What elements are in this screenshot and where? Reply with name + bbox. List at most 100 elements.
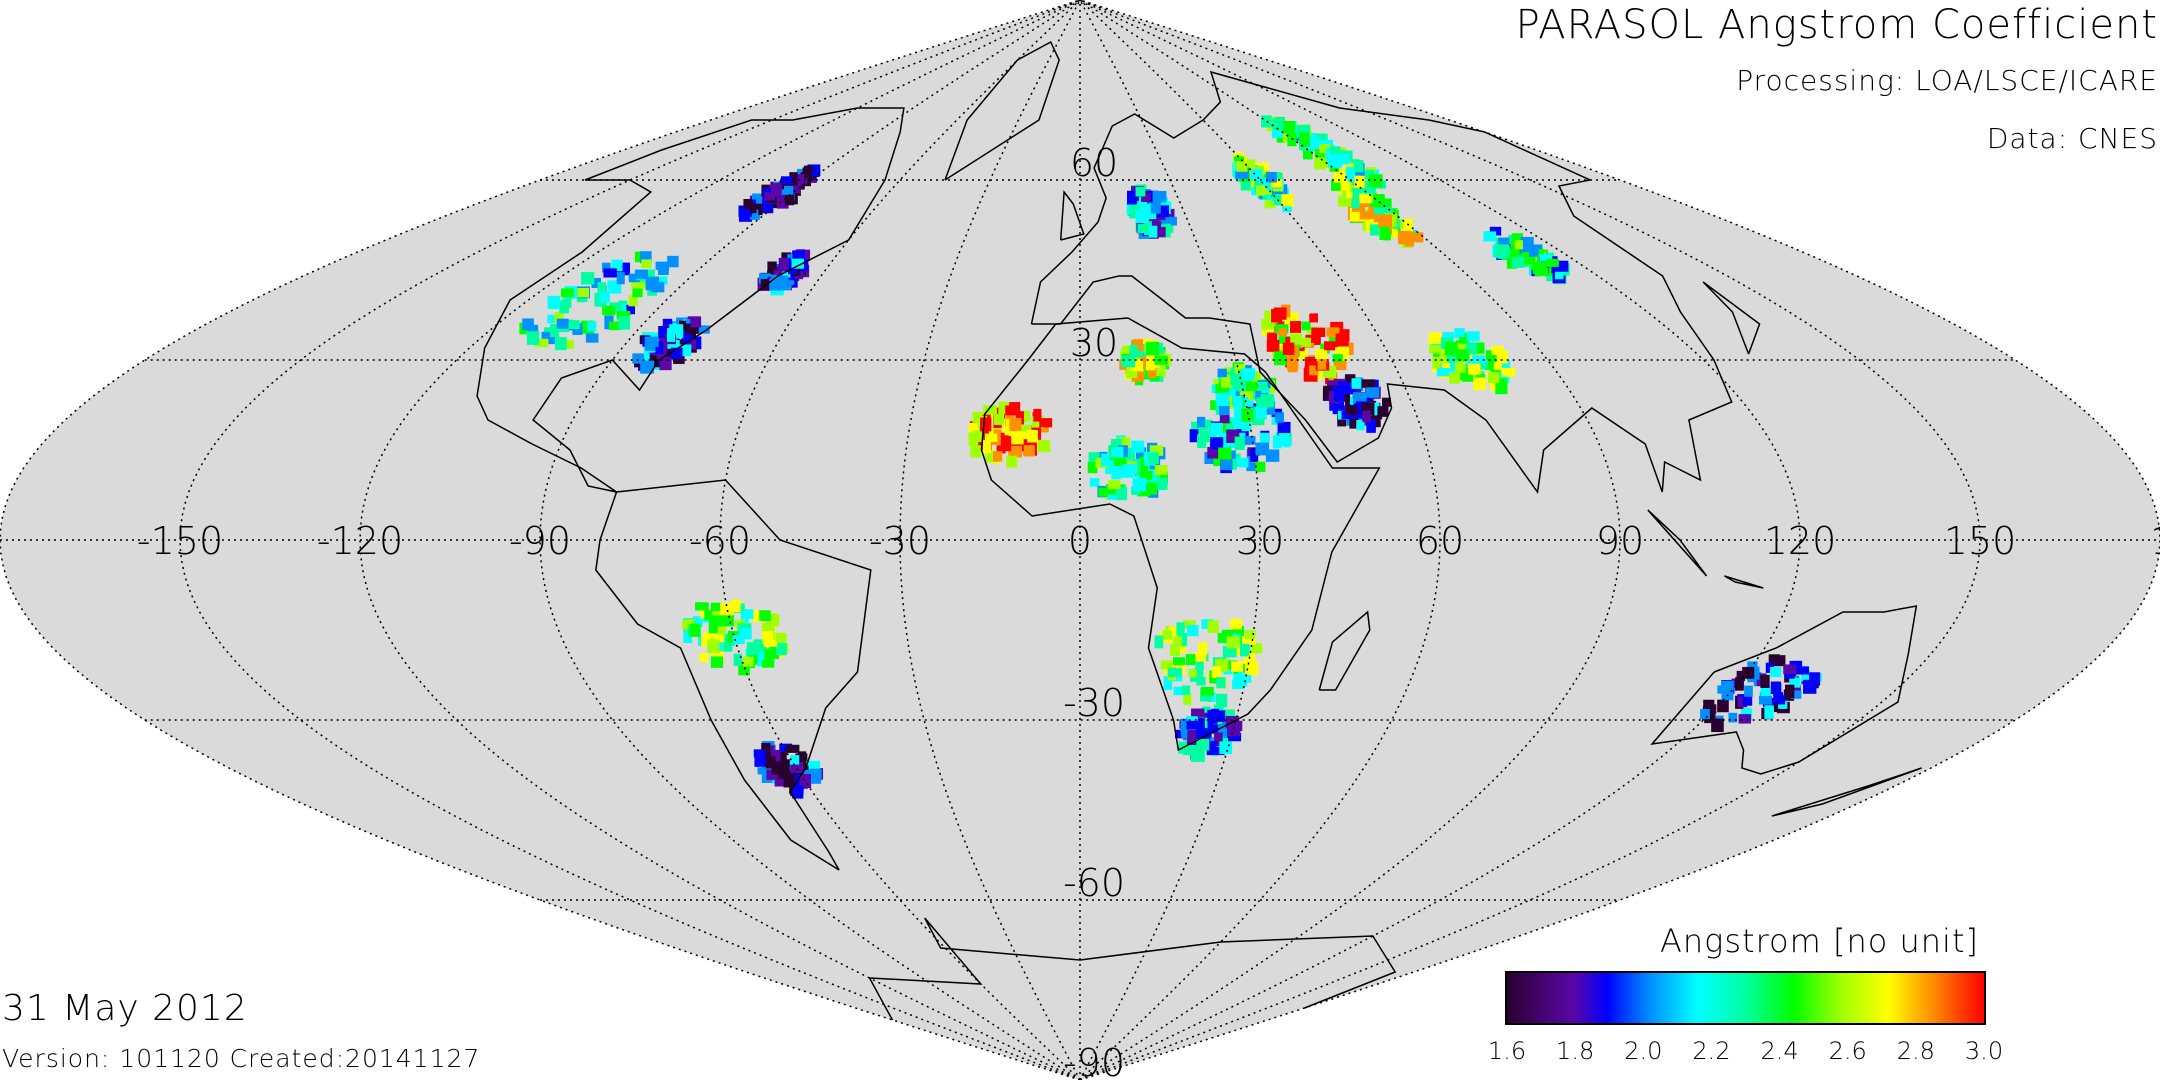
aerosol-data-pixel	[1261, 177, 1274, 191]
aerosol-data-pixel	[1487, 371, 1500, 384]
aerosol-data-pixel	[1252, 416, 1265, 426]
aerosol-data-pixel	[1758, 695, 1772, 705]
aerosol-data-pixel	[1208, 721, 1219, 734]
aerosol-data-pixel	[1278, 328, 1287, 337]
aerosol-data-pixel	[645, 276, 660, 291]
aerosol-data-pixel	[1195, 730, 1207, 741]
aerosol-data-pixel	[764, 648, 774, 659]
aerosol-data-pixel	[1346, 187, 1358, 198]
aerosol-data-pixel	[717, 626, 726, 635]
latitude-label: -30	[1063, 681, 1125, 725]
aerosol-data-pixel	[810, 773, 822, 784]
aerosol-data-pixel	[1738, 714, 1752, 724]
aerosol-data-pixel	[1156, 205, 1170, 218]
aerosol-data-pixel	[1333, 360, 1347, 371]
aerosol-data-pixel	[784, 185, 794, 195]
aerosol-data-pixel	[1459, 337, 1468, 348]
aerosol-data-pixel	[1261, 115, 1272, 128]
coastline	[476, 107, 905, 493]
aerosol-data-pixel	[794, 174, 808, 185]
aerosol-data-pixel	[1121, 355, 1136, 368]
aerosol-data-pixel	[1243, 381, 1258, 392]
aerosol-data-pixel	[1287, 360, 1298, 373]
aerosol-data-pixel	[1200, 431, 1212, 443]
aerosol-data-pixel	[1700, 709, 1710, 720]
aerosol-data-pixel	[1370, 224, 1380, 236]
aerosol-data-pixel	[1304, 356, 1319, 368]
aerosol-data-pixel	[1272, 435, 1282, 449]
aerosol-data-pixel	[1129, 345, 1139, 356]
aerosol-data-pixel	[1182, 744, 1197, 756]
aerosol-data-pixel	[1273, 193, 1282, 205]
aerosol-data-pixel	[783, 777, 796, 788]
aerosol-data-pixel	[1241, 408, 1253, 422]
aerosol-data-pixel	[1257, 381, 1268, 391]
aerosol-data-pixel	[1267, 332, 1278, 343]
aerosol-data-pixel	[759, 610, 771, 622]
aerosol-data-pixel	[1013, 438, 1023, 452]
aerosol-data-pixel	[1106, 484, 1117, 495]
aerosol-data-pixel	[1323, 385, 1332, 399]
aerosol-data-pixel	[1239, 398, 1254, 407]
aerosol-data-pixel	[1343, 385, 1357, 395]
aerosol-data-pixel	[1228, 453, 1241, 467]
aerosol-data-pixel	[1195, 652, 1207, 663]
aerosol-data-pixel	[1110, 438, 1122, 450]
aerosol-data-pixel	[1344, 374, 1356, 388]
aerosol-data-pixel	[1490, 381, 1500, 391]
aerosol-data-pixel	[762, 631, 774, 644]
aerosol-data-pixel	[710, 656, 724, 668]
aerosol-data-pixel	[692, 616, 703, 627]
aerosol-data-pixel	[624, 304, 635, 315]
aerosol-data-pixel	[1246, 159, 1256, 168]
aerosol-data-pixel	[1514, 240, 1523, 250]
coastline	[1059, 189, 1085, 241]
aerosol-data-pixel	[611, 259, 623, 272]
aerosol-data-pixel	[1230, 373, 1242, 386]
aerosol-data-pixel	[1213, 710, 1226, 722]
aerosol-data-pixel	[1185, 654, 1196, 666]
aerosol-data-pixel	[1329, 397, 1341, 411]
aerosol-data-pixel	[1529, 247, 1538, 257]
aerosol-data-pixel	[1321, 156, 1330, 169]
aerosol-data-pixel	[568, 320, 580, 330]
aerosol-data-pixel	[1534, 249, 1544, 262]
aerosol-data-pixel	[1146, 356, 1160, 368]
aerosol-data-pixel	[1327, 380, 1338, 390]
aerosol-data-pixel	[1330, 321, 1344, 332]
aerosol-data-pixel	[792, 785, 804, 799]
aerosol-data-pixel	[1717, 699, 1729, 713]
aerosol-data-pixel	[689, 623, 701, 637]
aerosol-data-pixel	[984, 433, 998, 442]
aerosol-data-pixel	[791, 181, 801, 193]
aerosol-data-pixel	[748, 209, 759, 220]
aerosol-data-pixel	[1039, 418, 1053, 428]
aerosol-data-pixel	[1148, 225, 1158, 238]
aerosol-data-pixel	[1255, 407, 1267, 419]
aerosol-data-pixel	[1182, 620, 1196, 629]
aerosol-data-pixel	[1799, 666, 1809, 675]
aerosol-data-pixel	[1337, 414, 1347, 427]
aerosol-data-pixel	[1173, 636, 1182, 647]
aerosol-data-pixel	[1262, 189, 1271, 200]
colorbar-tick-label: 2.2	[1692, 1037, 1731, 1065]
aerosol-data-pixel	[1147, 367, 1157, 378]
aerosol-data-pixel	[1498, 237, 1510, 249]
aerosol-data-pixel	[765, 756, 776, 769]
aerosol-data-pixel	[1301, 337, 1311, 347]
aerosol-data-pixel	[1242, 393, 1252, 403]
aerosol-data-pixel	[983, 405, 997, 415]
aerosol-data-pixel	[522, 318, 534, 331]
aerosol-data-pixel	[1264, 196, 1276, 209]
aerosol-data-pixel	[603, 268, 617, 278]
aerosol-data-pixel	[779, 743, 793, 753]
latitude-label: 60	[1070, 141, 1118, 185]
aerosol-data-pixel	[1362, 410, 1371, 423]
aerosol-data-pixel	[632, 353, 644, 364]
aerosol-data-pixel	[773, 767, 788, 780]
aerosol-data-pixel	[700, 635, 713, 647]
longitude-label: -150	[137, 519, 223, 563]
aerosol-data-pixel	[1240, 177, 1251, 191]
aerosol-data-pixel	[657, 265, 669, 275]
aerosol-data-pixel	[785, 744, 800, 753]
